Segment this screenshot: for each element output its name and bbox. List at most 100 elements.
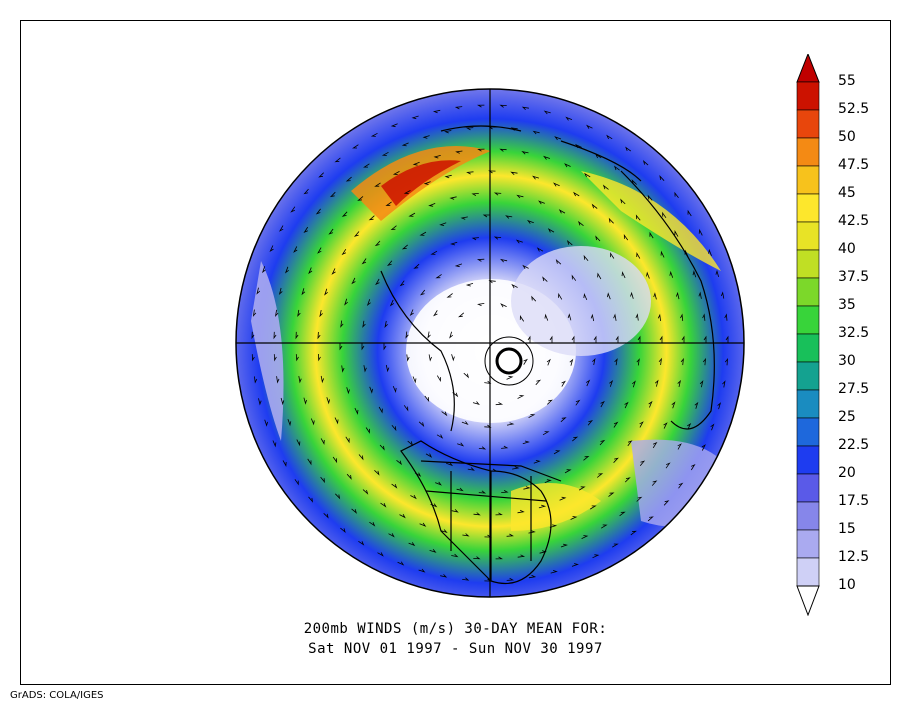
wind-vector — [591, 203, 598, 209]
wind-vector — [663, 500, 670, 506]
wind-vector — [526, 219, 534, 224]
wind-vector — [389, 299, 395, 307]
colorbar-max-triangle — [796, 54, 820, 83]
wind-vector — [600, 524, 608, 529]
wind-vector — [613, 313, 617, 321]
wind-vector — [636, 358, 640, 366]
wind-vector — [564, 163, 571, 168]
wind-vector — [564, 469, 572, 474]
wind-vector — [370, 132, 378, 137]
wind-vector — [323, 513, 329, 519]
wind-vector — [397, 561, 405, 566]
colorbar-level-label: 37.5 — [838, 269, 870, 285]
plot-frame: 200mb WINDS (m/s) 30-DAY MEAN FOR: Sat N… — [20, 20, 891, 685]
colorbar-level-label: 27.5 — [838, 381, 870, 397]
wind-vector — [451, 354, 455, 362]
wind-vector — [639, 460, 646, 467]
wind-vector — [366, 299, 371, 307]
wind-vector — [528, 530, 536, 534]
wind-vector — [560, 417, 567, 423]
wind-vector — [377, 552, 384, 557]
wind-vector — [254, 376, 258, 384]
wind-vector — [516, 194, 524, 199]
wind-vector — [422, 135, 430, 139]
wind-vector — [674, 230, 679, 237]
wind-vector — [583, 254, 589, 261]
wind-vector — [493, 236, 502, 240]
wind-vector — [436, 375, 441, 383]
wind-vector — [600, 400, 605, 408]
wind-vector — [320, 476, 325, 484]
wind-vector — [341, 365, 345, 373]
wind-vector — [584, 172, 591, 178]
wind-vector — [430, 503, 438, 508]
wind-vector — [510, 171, 518, 175]
wind-vector — [403, 190, 411, 195]
wind-vector — [720, 291, 725, 299]
wind-vector — [632, 380, 636, 388]
wind-vector — [554, 136, 562, 141]
wind-vector — [506, 577, 515, 581]
colorbar-swatch — [796, 249, 820, 279]
wind-vector — [412, 161, 420, 166]
wind-vector — [433, 155, 441, 159]
wind-vector — [362, 489, 369, 495]
wind-vector — [465, 283, 474, 287]
wind-vector — [680, 357, 684, 366]
colorbar-swatch — [796, 81, 820, 111]
wind-vector — [595, 153, 602, 159]
wind-vector — [368, 215, 375, 221]
wind-vector — [406, 354, 410, 362]
wind-vector — [544, 313, 549, 321]
wind-vector — [435, 274, 442, 279]
wind-vector — [295, 331, 299, 340]
wind-vector — [578, 220, 584, 227]
wind-vector — [399, 280, 405, 287]
wind-vector — [538, 200, 545, 205]
wind-vector — [674, 191, 679, 198]
wind-vector — [512, 466, 520, 470]
wind-vector — [358, 540, 365, 546]
wind-vector — [642, 160, 649, 166]
wind-vector — [317, 331, 321, 340]
wind-vector — [619, 511, 626, 517]
wind-vector — [446, 293, 453, 298]
colorbar-level-label: 12.5 — [838, 549, 870, 565]
wind-vector — [501, 490, 509, 493]
wind-vector — [611, 543, 619, 548]
wind-vector — [405, 331, 409, 339]
colorbar-swatch — [796, 389, 820, 419]
wind-vector — [533, 460, 541, 464]
wind-vector — [690, 463, 696, 471]
wind-vector — [335, 493, 341, 500]
wind-vector — [535, 379, 542, 386]
wind-vector — [607, 292, 611, 300]
wind-vector — [511, 283, 518, 289]
wind-vector — [344, 298, 348, 306]
wind-vector — [660, 250, 665, 258]
wind-vector — [521, 106, 529, 110]
wind-vector — [375, 278, 380, 286]
wind-vector — [446, 462, 454, 467]
colorbar-swatch — [796, 361, 820, 391]
wind-vector — [396, 459, 402, 466]
wind-vector — [555, 259, 562, 265]
wind-vector — [345, 436, 350, 444]
wind-vector — [357, 196, 364, 201]
wind-vector — [403, 405, 409, 412]
wind-vector — [328, 228, 334, 235]
colorbar-swatch — [796, 557, 820, 587]
wind-vector — [454, 106, 463, 110]
wind-vector — [687, 209, 692, 217]
wind-vector — [532, 175, 540, 180]
wind-vector — [353, 231, 360, 237]
wind-vector — [654, 379, 659, 387]
wind-vector — [549, 335, 553, 343]
wind-vector — [528, 574, 537, 579]
wind-vector — [303, 188, 309, 195]
wind-vector — [698, 228, 703, 236]
wind-vector — [570, 516, 578, 520]
wind-vector — [506, 375, 514, 380]
wind-vector — [466, 171, 474, 175]
wind-vector — [558, 292, 563, 300]
